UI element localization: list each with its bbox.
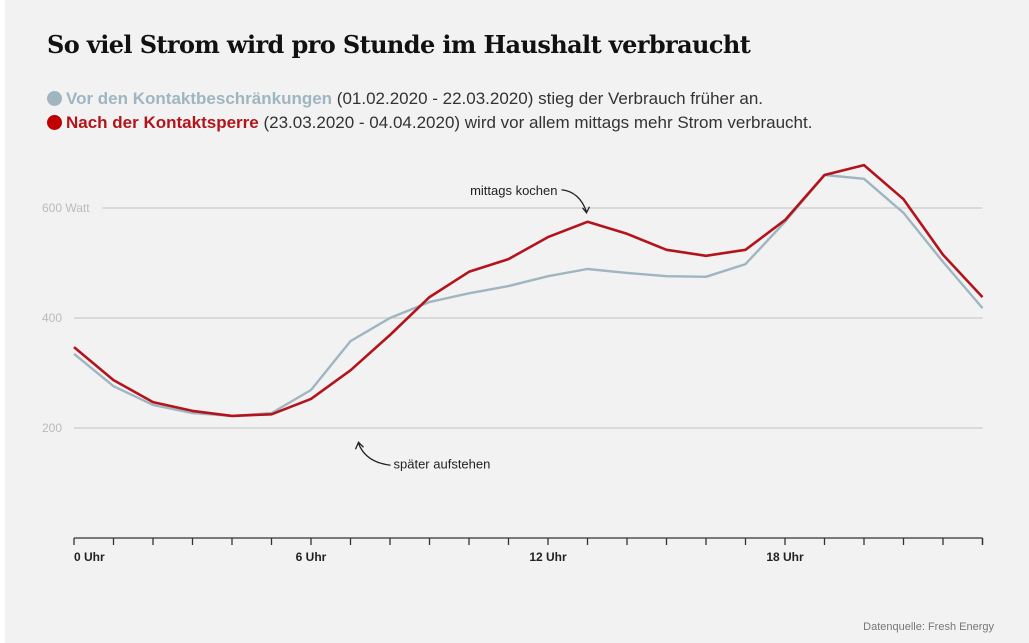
legend-dot-before-icon xyxy=(47,91,62,106)
series-line-after xyxy=(73,163,984,418)
legend-desc-after: (23.03.2020 - 04.04.2020) wird vor allem… xyxy=(258,113,813,132)
annotation-spaeter-aufstehen: später aufstehen xyxy=(394,456,491,471)
legend-item-before: Vor den Kontaktbeschränkungen (01.02.202… xyxy=(47,89,763,109)
y-tick-label: 400 xyxy=(42,311,62,325)
legend-dot-after-icon xyxy=(47,115,62,130)
x-tick-label: 12 Uhr xyxy=(529,550,567,564)
legend-name-after: Nach der Kontaktsperre xyxy=(66,113,259,132)
legend-item-after: Nach der Kontaktsperre (23.03.2020 - 04.… xyxy=(47,113,812,133)
x-tick-label: 6 Uhr xyxy=(296,550,327,564)
legend-name-before: Vor den Kontaktbeschränkungen xyxy=(66,89,333,108)
y-gridlines: 200 400 600 Watt xyxy=(42,201,983,435)
chart-card: So viel Strom wird pro Stunde im Haushal… xyxy=(5,0,1029,643)
legend-desc-before: (01.02.2020 - 22.03.2020) stieg der Verb… xyxy=(332,89,764,108)
annotation-arrow-mittags-icon xyxy=(561,189,591,214)
annotation-mittags-kochen: mittags kochen xyxy=(470,183,557,198)
annotations: mittags kochen später aufstehen xyxy=(354,183,591,471)
data-source: Datenquelle: Fresh Energy xyxy=(863,621,994,633)
x-tick-label: 0 Uhr xyxy=(74,550,105,564)
y-tick-label: 600 Watt xyxy=(42,201,90,215)
x-tick-label: 18 Uhr xyxy=(766,550,804,564)
series-lines xyxy=(73,163,984,418)
annotation-arrow-aufstehen-icon xyxy=(354,441,391,466)
y-tick-label: 200 xyxy=(42,421,62,435)
chart-title: So viel Strom wird pro Stunde im Haushal… xyxy=(47,30,751,59)
series-line-before xyxy=(73,173,984,418)
x-axis: 0 Uhr 6 Uhr 12 Uhr 18 Uhr xyxy=(73,537,984,564)
